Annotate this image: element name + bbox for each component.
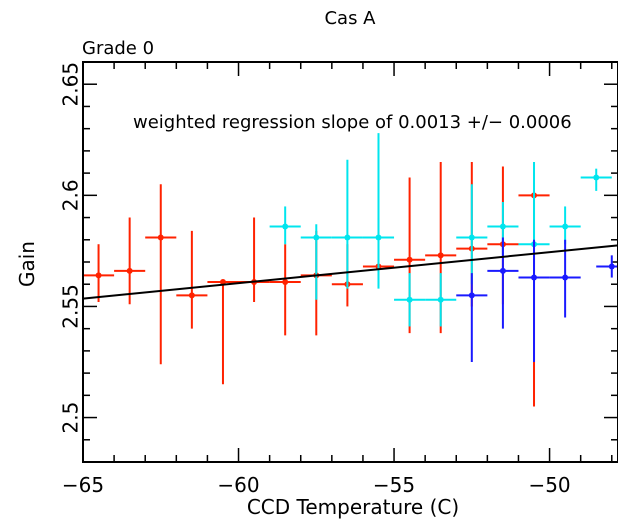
point-marker bbox=[282, 223, 289, 230]
chart-annotation: weighted regression slope of 0.0013 +/− … bbox=[133, 112, 572, 133]
data-point bbox=[145, 184, 177, 365]
y-tick-label: 2.65 bbox=[59, 62, 83, 107]
point-marker bbox=[593, 174, 600, 181]
point-marker bbox=[282, 279, 289, 285]
regression-line bbox=[82, 244, 618, 300]
data-layer bbox=[82, 133, 618, 407]
y-tick-label: 2.55 bbox=[59, 284, 83, 329]
point-marker bbox=[562, 274, 569, 281]
data-point bbox=[83, 244, 115, 302]
y-tick-label: 2.5 bbox=[59, 402, 83, 434]
data-point bbox=[596, 255, 618, 278]
data-point bbox=[518, 239, 550, 362]
x-tick-label: −60 bbox=[217, 473, 259, 497]
y-tick-label: 2.6 bbox=[59, 179, 83, 211]
point-marker bbox=[468, 292, 475, 299]
chart-title: Cas A bbox=[324, 8, 376, 29]
point-marker bbox=[562, 223, 569, 230]
data-point bbox=[300, 224, 332, 300]
x-tick-label: −65 bbox=[62, 473, 104, 497]
data-point bbox=[269, 206, 301, 245]
data-point bbox=[549, 206, 581, 245]
point-marker bbox=[531, 274, 538, 281]
point-marker bbox=[344, 234, 351, 241]
chart-subtitle: Grade 0 bbox=[82, 38, 154, 59]
data-point bbox=[456, 273, 488, 362]
point-marker bbox=[608, 263, 615, 270]
data-point bbox=[456, 184, 488, 285]
data-point bbox=[176, 230, 208, 329]
data-point bbox=[114, 217, 146, 305]
point-marker bbox=[406, 296, 413, 303]
point-marker bbox=[468, 234, 475, 241]
data-point bbox=[362, 133, 395, 289]
data-point bbox=[549, 239, 581, 318]
point-marker bbox=[188, 292, 195, 299]
axis-ticks: −65 −60 −55 −50 2.5 2.55 2.6 2.65 bbox=[59, 61, 618, 497]
data-point bbox=[238, 217, 270, 302]
data-point bbox=[487, 237, 519, 329]
point-marker bbox=[406, 256, 413, 263]
x-tick-label: −50 bbox=[528, 473, 570, 497]
data-point bbox=[331, 159, 363, 289]
plot-frame bbox=[82, 61, 618, 463]
data-point bbox=[269, 244, 301, 336]
point-marker bbox=[313, 234, 320, 241]
x-axis-label: CCD Temperature (C) bbox=[247, 495, 459, 519]
point-marker bbox=[375, 234, 382, 241]
point-marker bbox=[95, 272, 102, 279]
x-tick-label: −55 bbox=[373, 473, 415, 497]
data-point bbox=[425, 273, 457, 327]
point-marker bbox=[437, 252, 444, 259]
data-point bbox=[207, 279, 239, 385]
point-marker bbox=[126, 267, 133, 274]
point-marker bbox=[157, 234, 164, 241]
data-point bbox=[394, 273, 426, 327]
point-marker bbox=[437, 296, 444, 303]
data-point bbox=[580, 168, 612, 191]
point-marker bbox=[219, 279, 226, 285]
point-marker bbox=[499, 267, 506, 274]
y-axis-label: Gain bbox=[15, 241, 39, 287]
point-marker bbox=[499, 223, 506, 230]
